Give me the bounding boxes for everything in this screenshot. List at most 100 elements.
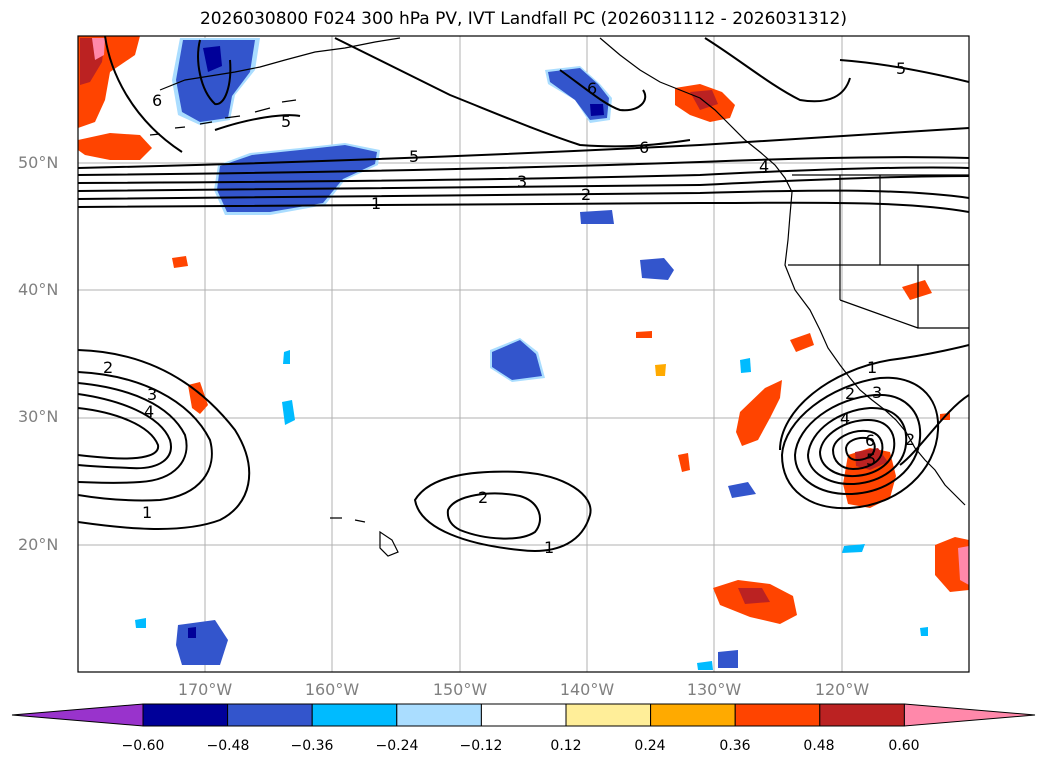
- pv-patch: [728, 482, 756, 498]
- pv-contour: [197, 39, 232, 106]
- pv-contour: [78, 371, 213, 502]
- colorbar-segment: [480, 703, 567, 727]
- colorbar-segment: [565, 703, 652, 727]
- pv-patch: [492, 340, 542, 380]
- colorbar-segment: [819, 703, 905, 727]
- pv-contour: [78, 189, 969, 200]
- colorbar-tick: −0.60: [121, 738, 165, 754]
- pv-patch: [690, 90, 718, 110]
- pv-patch: [718, 650, 738, 668]
- lon-label-130w: 130°W: [686, 680, 742, 699]
- contour-label: 5: [896, 59, 906, 78]
- pv-patch: [176, 620, 228, 665]
- pv-patch: [172, 256, 188, 268]
- pv-contour: [446, 492, 541, 540]
- state-borders: [788, 175, 969, 329]
- lat-label-50: 50°N: [18, 153, 59, 172]
- pv-patch: [697, 661, 713, 670]
- colorbar-tick: 0.36: [719, 738, 751, 754]
- contour-label: 4: [759, 157, 769, 176]
- pv-patch: [217, 145, 377, 212]
- pv-contour: [806, 406, 908, 486]
- pv-contour: [831, 429, 884, 471]
- pv-patch: [590, 104, 604, 116]
- pv-contour: [559, 69, 647, 112]
- pv-patch: [92, 38, 105, 60]
- pv-contour: [78, 127, 969, 169]
- pv-contour: [78, 175, 969, 192]
- colorbar-segment: [650, 703, 736, 727]
- lat-label-20: 20°N: [18, 535, 59, 554]
- contour-label: 4: [840, 409, 850, 428]
- colorbar-extend-low: [11, 703, 144, 727]
- pv-patch: [188, 382, 208, 414]
- pv-negative-patches: [135, 38, 928, 670]
- pv-patch: [790, 333, 814, 352]
- pv-contour: [78, 382, 188, 484]
- contour-label: 2: [905, 430, 915, 449]
- pv-patch: [958, 546, 969, 585]
- pv-contour: [839, 59, 969, 83]
- alaska-coast: [159, 37, 401, 91]
- colorbar-segment: [227, 703, 313, 727]
- colorbar-tick: 0.60: [888, 738, 920, 754]
- pv-contour: [793, 393, 922, 496]
- pv-contour: [78, 201, 969, 213]
- contour-label: 1: [867, 358, 877, 377]
- pv-patch: [78, 133, 152, 160]
- pv-patch: [655, 364, 666, 376]
- contour-label: 1: [371, 194, 381, 213]
- pv-patch: [203, 46, 222, 72]
- contour-label: 6: [587, 79, 597, 98]
- pv-contour: [78, 349, 251, 530]
- contour-label-group: 5 3 2 1 6 5 6 6 5 4 2 3 4 1 2 1 1 2 3 4 …: [103, 59, 915, 557]
- lon-label-120w: 120°W: [814, 680, 870, 699]
- pv-patch: [736, 380, 782, 446]
- pv-patch: [188, 627, 196, 638]
- pv-contour: [334, 37, 691, 148]
- lon-label-150w: 150°W: [432, 680, 488, 699]
- colorbar-segment: [311, 703, 398, 727]
- contour-label: 6: [639, 138, 649, 157]
- lon-label-140w: 140°W: [559, 680, 615, 699]
- map-title: 2026030800 F024 300 hPa PV, IVT Landfall…: [199, 9, 847, 29]
- contour-label: 2: [478, 488, 488, 507]
- contour-label: 3: [872, 383, 882, 402]
- contour-label: 3: [147, 385, 157, 404]
- pv-contour: [704, 37, 851, 103]
- pv-contour: [78, 407, 160, 460]
- contour-label: 4: [144, 402, 154, 421]
- colorbar-tick: 0.24: [634, 738, 666, 754]
- contour-label: 5: [866, 450, 876, 469]
- colorbar-tick: −0.48: [206, 738, 250, 754]
- colorbar-segment: [142, 703, 229, 727]
- contour-label: 6: [152, 91, 162, 110]
- pv-contour: [78, 156, 969, 176]
- lat-label-40: 40°N: [18, 280, 59, 299]
- pv-contour: [104, 36, 183, 153]
- pv-patch: [740, 358, 751, 373]
- pv-contour: [780, 376, 940, 510]
- lon-label-160w: 160°W: [304, 680, 360, 699]
- pv-contour: [899, 394, 969, 466]
- contour-label: 2: [581, 185, 591, 204]
- contour-label: 5: [281, 112, 291, 131]
- contour-label: 6: [865, 431, 875, 450]
- pv-contour: [779, 344, 969, 451]
- pv-patch: [738, 588, 770, 604]
- pv-patch: [920, 627, 928, 636]
- pv-patch: [855, 448, 888, 470]
- pv-contour: [78, 166, 969, 184]
- colorbar-extend-high: [903, 703, 1036, 727]
- contour-label: 2: [103, 358, 113, 377]
- pv-patch: [282, 400, 295, 425]
- colorbar-segment: [396, 703, 482, 727]
- contour-label: 2: [845, 384, 855, 403]
- bc-coast: [599, 37, 793, 193]
- contour-label: 3: [517, 172, 527, 191]
- pv-patch: [678, 453, 690, 472]
- pv-patch: [283, 350, 290, 364]
- pv-patch: [580, 210, 614, 224]
- pv-contours: [78, 36, 969, 552]
- colorbar-tick: −0.24: [375, 738, 419, 754]
